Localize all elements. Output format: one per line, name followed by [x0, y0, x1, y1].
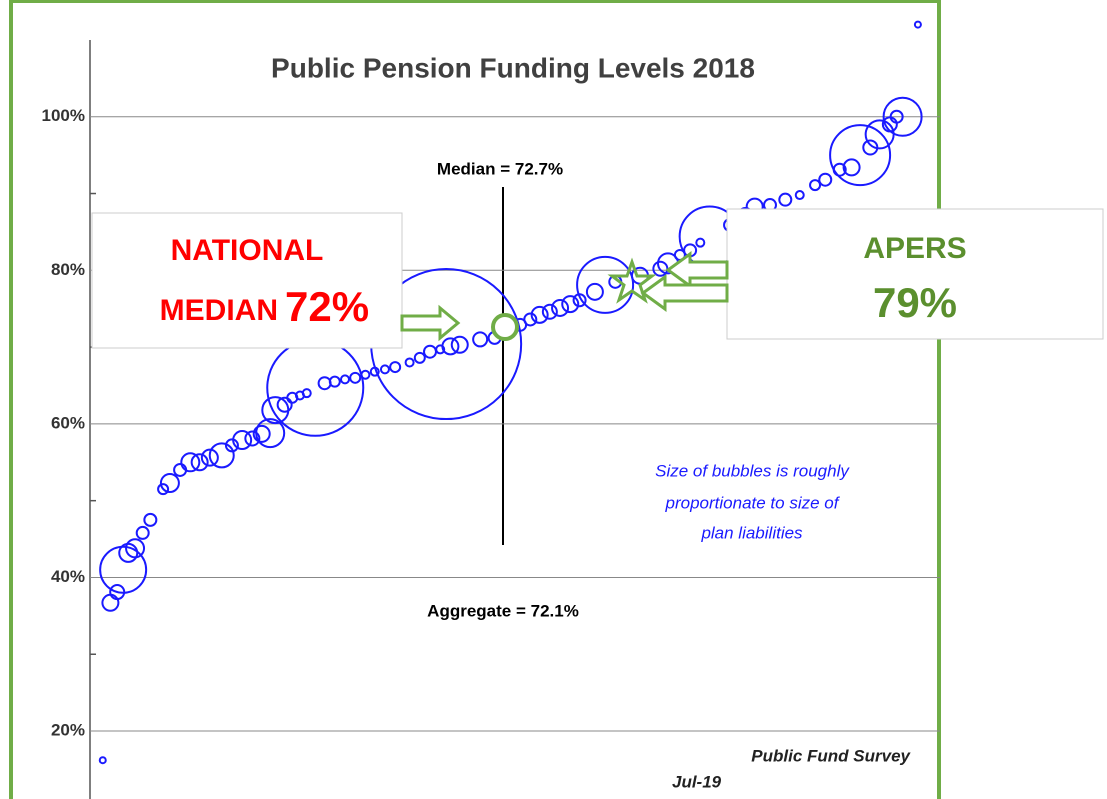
callout-box	[91, 212, 403, 349]
callout-text: 72%	[285, 283, 369, 330]
chart-title: Public Pension Funding Levels 2018	[271, 52, 755, 83]
bubble	[809, 179, 822, 192]
bubble	[561, 295, 580, 314]
arrow	[665, 251, 729, 289]
y-tick-label: 100%	[42, 106, 85, 125]
bubble	[541, 303, 558, 320]
bubble	[143, 512, 158, 527]
bubble	[389, 361, 402, 374]
note: plan liabilities	[700, 523, 803, 542]
callout-text: APERS	[863, 232, 966, 265]
bubble	[530, 305, 549, 324]
bubble	[349, 371, 362, 384]
bubble	[472, 331, 489, 348]
bubble	[794, 190, 805, 201]
bubble	[360, 369, 371, 380]
bubble	[98, 756, 107, 765]
median-label: Median = 72.7%	[437, 159, 563, 178]
bubble	[404, 357, 415, 368]
bubble	[913, 20, 922, 29]
apers-star	[607, 257, 657, 304]
bubble	[379, 364, 390, 375]
bubble	[340, 374, 350, 385]
bubble	[180, 452, 201, 473]
y-tick-label: 40%	[51, 567, 85, 586]
bubble	[276, 396, 293, 413]
bubble	[125, 538, 146, 559]
bubble	[551, 298, 570, 317]
arrow	[400, 304, 461, 342]
bubble	[435, 344, 446, 355]
bubble	[829, 124, 892, 187]
callout-text: MEDIAN	[160, 294, 278, 327]
bubble	[208, 442, 235, 469]
bubble	[232, 430, 253, 451]
bubble	[190, 453, 209, 472]
y-tick-label: 20%	[51, 721, 85, 740]
bubble	[135, 525, 150, 540]
y-tick-label: 80%	[51, 260, 85, 279]
bubble	[450, 335, 469, 354]
bubble	[252, 424, 271, 443]
bubble	[778, 192, 793, 207]
bubble	[99, 545, 148, 594]
bubble	[441, 337, 460, 356]
bubble	[842, 158, 861, 177]
bubble	[224, 438, 239, 453]
median-marker	[491, 313, 519, 341]
note: Size of bubbles is roughly	[655, 461, 850, 480]
bubble	[244, 430, 261, 447]
bubble	[301, 388, 312, 399]
bubble	[585, 282, 604, 301]
bubble	[695, 237, 706, 248]
bubble	[200, 448, 219, 467]
callout-text: 79%	[873, 279, 957, 326]
bubble	[889, 109, 904, 124]
note: proportionate to size of	[665, 493, 841, 512]
callout-text: NATIONAL	[171, 234, 324, 267]
source: Jul-19	[672, 772, 722, 791]
bubble	[882, 96, 923, 137]
source: Public Fund Survey	[751, 746, 911, 765]
bubble	[328, 375, 341, 388]
overlay: NATIONAL MEDIAN 72% APERS 79%	[91, 208, 1104, 349]
bubble	[818, 172, 833, 187]
bubble	[413, 351, 426, 364]
arrow	[640, 274, 729, 312]
aggregate-label: Aggregate = 72.1%	[427, 601, 579, 620]
bubble	[255, 418, 286, 449]
y-tick-label: 60%	[51, 413, 85, 432]
bubble	[159, 473, 180, 494]
bubble	[523, 312, 538, 327]
bubble	[576, 255, 635, 314]
chart-frame	[9, 0, 941, 799]
bubble	[157, 483, 170, 496]
